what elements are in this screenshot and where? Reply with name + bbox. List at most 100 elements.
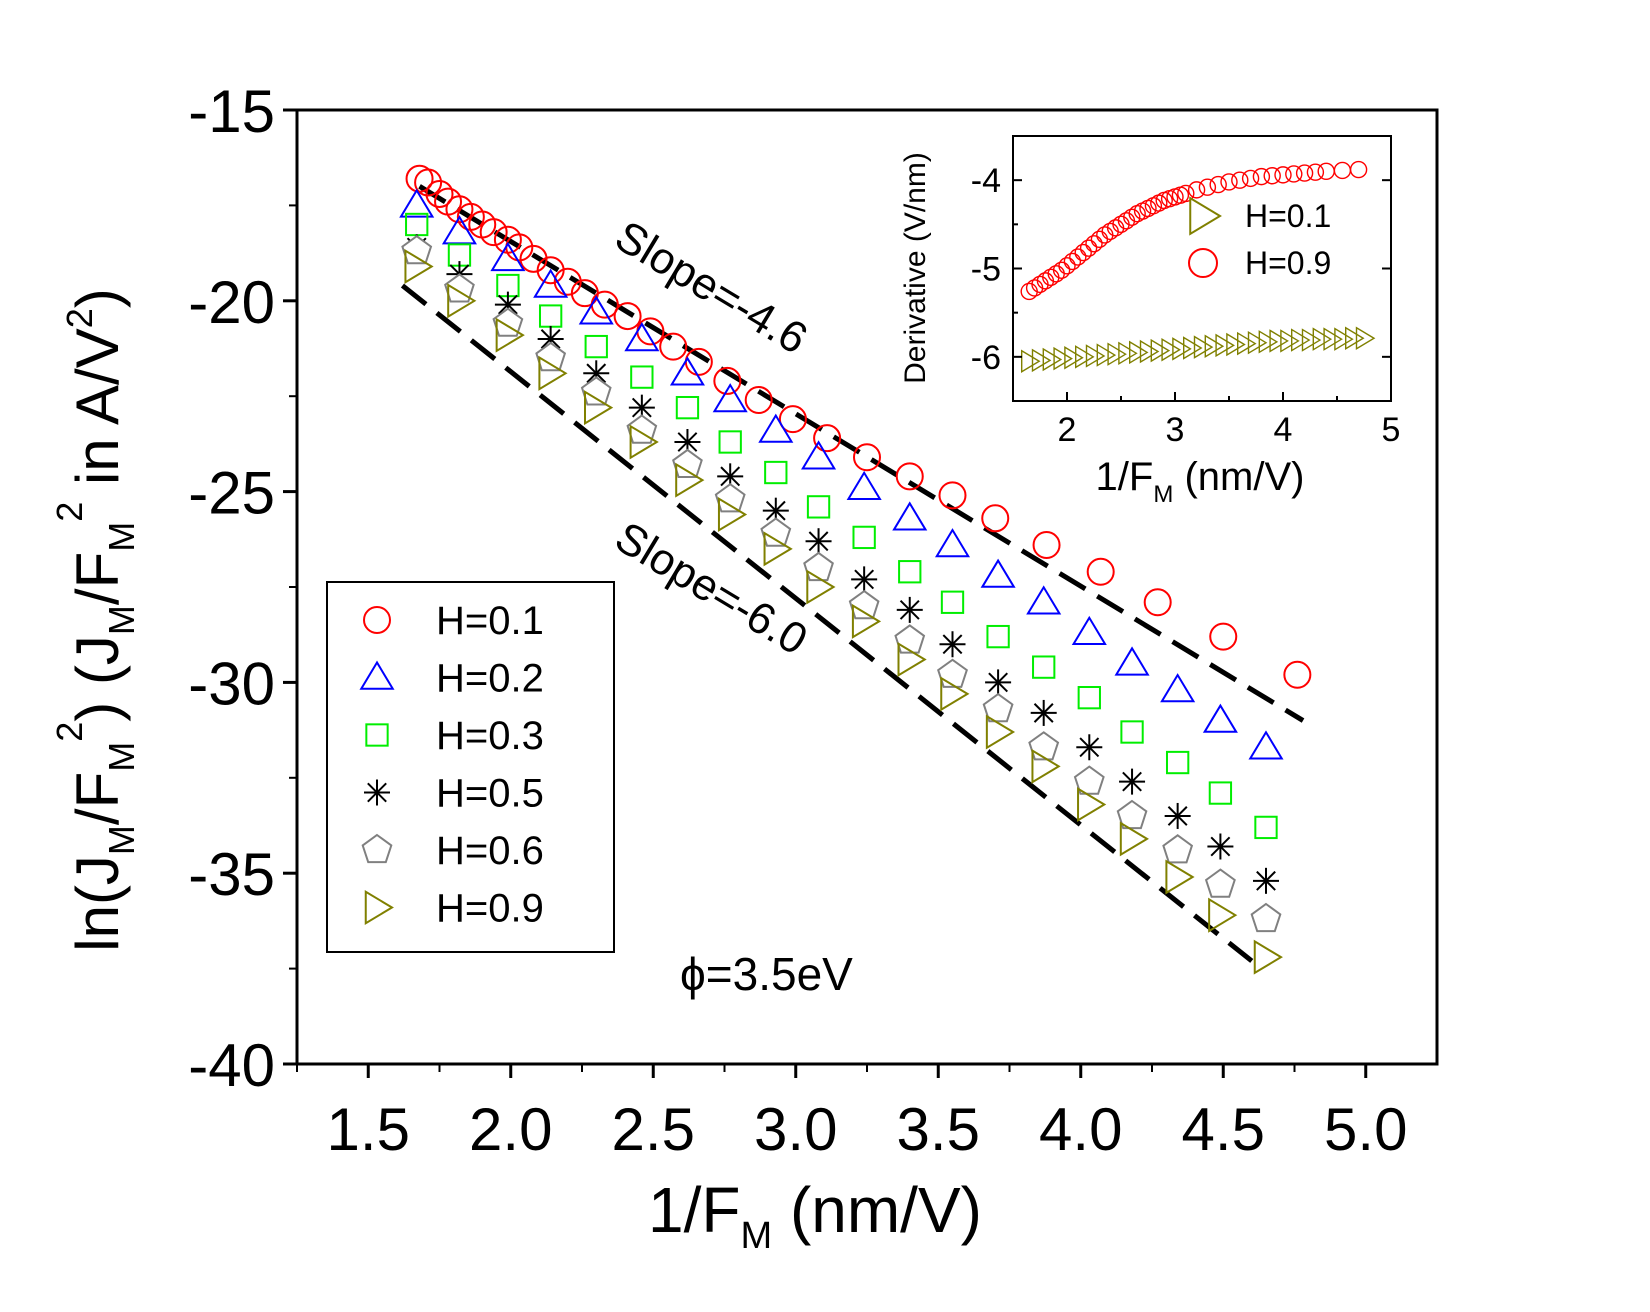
data-point (659, 332, 688, 361)
data-point (846, 470, 882, 501)
inset-data-point (1172, 337, 1192, 361)
data-point (758, 413, 794, 443)
data-point (1114, 646, 1150, 676)
data-point (399, 188, 435, 218)
main-legend-box (326, 581, 615, 953)
inset-data-point (1236, 331, 1257, 356)
inset-legend-label: H=0.9 (1245, 245, 1331, 281)
data-point (898, 560, 922, 584)
inset-legend-label: H=0.1 (1245, 198, 1331, 234)
slope-upper-annotation: Slope=-4.6 (607, 212, 816, 364)
fit-line (400, 283, 1254, 963)
inset-data-point (1252, 167, 1271, 186)
data-point (675, 462, 705, 498)
inset-data-point (1285, 165, 1303, 183)
inset-x-axis: 2 3 4 5 (1012, 392, 1401, 449)
data-point (1032, 655, 1056, 679)
inset-y-tick-label: -5 (971, 251, 1001, 289)
data-point (982, 692, 1014, 723)
data-point (805, 528, 832, 555)
inset-legend-marker (1189, 196, 1222, 236)
main-x-tick-label: 5.0 (1324, 1096, 1407, 1163)
data-point (533, 268, 569, 298)
inset-data-point (1042, 347, 1063, 372)
series-H=0.5 (403, 234, 1279, 894)
inset-data-point (1226, 332, 1246, 357)
inset-data-point (1031, 348, 1052, 373)
data-point (1031, 748, 1061, 784)
data-point (580, 376, 612, 406)
inset-data-point (1079, 239, 1098, 257)
legend-marker (361, 833, 393, 864)
inset-data-point (1301, 328, 1322, 352)
inset-data-point (1139, 339, 1160, 364)
inset-data-point (1220, 173, 1238, 191)
data-point (630, 365, 654, 389)
inset-series-H=0.1 (1021, 326, 1376, 373)
legend-label: H=0.9 (436, 887, 544, 931)
data-point (760, 517, 792, 547)
data-point (1116, 799, 1148, 830)
inset-data-point (1096, 343, 1117, 367)
data-point (584, 334, 608, 359)
main-x-tick-label: 4.0 (1039, 1096, 1122, 1163)
inset-data-point (1187, 181, 1206, 199)
inset-y-axis: -4 -5 -6 (971, 162, 1391, 377)
inset-data-point (1290, 328, 1311, 352)
series-H=0.1 (405, 164, 1312, 689)
data-point (578, 295, 614, 325)
data-point (1026, 585, 1062, 615)
legend-label: H=0.5 (436, 772, 544, 816)
data-point (490, 241, 526, 272)
inset-data-point (1074, 243, 1092, 262)
main-y-tick-label: -20 (188, 269, 275, 336)
legend-label: H=0.1 (436, 599, 544, 643)
main-x-tick-label: 2.5 (612, 1096, 695, 1163)
inset-data-point (1306, 163, 1325, 181)
inset-data-point (1107, 342, 1127, 366)
legend-label: H=0.2 (436, 657, 544, 701)
data-point (479, 218, 508, 247)
data-point (892, 501, 928, 531)
data-point (1208, 781, 1233, 805)
data-point (985, 669, 1012, 696)
data-point (851, 566, 878, 593)
inset-x-tick-label: 5 (1382, 411, 1401, 449)
data-point (1165, 859, 1195, 895)
data-point (980, 558, 1016, 588)
main-y-tick-label: -40 (188, 1032, 275, 1099)
inset-data-point (1209, 175, 1227, 194)
inset-chart: 2 3 4 5 -4 -5 -6 Derivative (V/nm) 1/FM (nm/V… (899, 135, 1401, 508)
data-point (626, 414, 658, 444)
data-point (803, 551, 834, 582)
inset-data-point (1021, 349, 1041, 373)
inset-data-point (1128, 340, 1149, 365)
data-point (624, 322, 660, 352)
data-point (1119, 768, 1146, 795)
data-point (1202, 703, 1238, 733)
data-point (763, 531, 793, 567)
data-point (717, 496, 748, 533)
inset-data-point (1085, 344, 1106, 368)
data-point (939, 631, 966, 658)
inset-data-point (1215, 333, 1235, 358)
series-H=0.9 (404, 248, 1283, 975)
legend-label: H=0.6 (436, 829, 544, 873)
data-point (1208, 897, 1238, 933)
inset-x-tick-label: 3 (1166, 411, 1185, 449)
inset-data-point (1247, 330, 1268, 355)
data-point (1073, 765, 1105, 795)
data-point (938, 481, 967, 510)
data-point (629, 424, 659, 460)
inset-data-point (1312, 327, 1333, 351)
data-point (1253, 867, 1279, 894)
data-point (986, 624, 1010, 649)
main-series (399, 164, 1312, 975)
inset-data-point (1193, 335, 1214, 359)
data-point (1165, 750, 1190, 775)
inset-data-point (1182, 336, 1203, 360)
data-point (1120, 720, 1144, 744)
inset-legend: H=0.1 H=0.9 (1188, 196, 1331, 281)
data-point (981, 504, 1010, 533)
